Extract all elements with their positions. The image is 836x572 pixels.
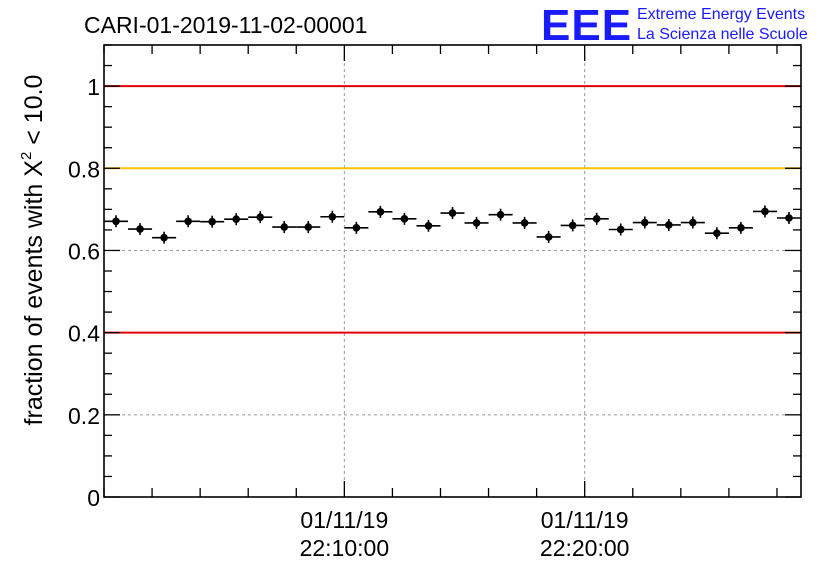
y-tick-label: 0 bbox=[87, 485, 100, 511]
y-axis-label-suffix: < 10.0 bbox=[20, 75, 48, 152]
data-point bbox=[200, 215, 225, 228]
data-point bbox=[272, 221, 297, 234]
reference-lines bbox=[104, 85, 801, 334]
data-point bbox=[608, 223, 633, 236]
data-point bbox=[344, 221, 369, 234]
y-tick-label: 0.6 bbox=[68, 238, 100, 264]
data-point bbox=[296, 221, 321, 234]
data-point-marker bbox=[472, 219, 481, 227]
y-tick-label: 0.2 bbox=[68, 403, 100, 429]
data-point bbox=[728, 221, 753, 234]
data-point bbox=[632, 216, 657, 229]
x-tick-label-time: 22:20:00 bbox=[540, 535, 630, 561]
data-point-marker bbox=[424, 222, 433, 230]
data-point-marker bbox=[352, 224, 361, 232]
data-point-marker bbox=[160, 233, 168, 242]
data-point bbox=[368, 205, 393, 218]
data-point-marker bbox=[640, 218, 649, 227]
y-axis-label-superscript: 2 bbox=[18, 152, 35, 160]
data-point-marker bbox=[761, 207, 769, 216]
eee-logo-line2: La Scienza nelle Scuole bbox=[637, 26, 808, 43]
y-axis-label: fraction of events with X2 < 10.0 bbox=[18, 75, 48, 426]
data-point bbox=[560, 219, 585, 232]
data-point-marker bbox=[328, 212, 337, 221]
data-point bbox=[152, 231, 177, 244]
data-point bbox=[464, 216, 489, 229]
x-tick-label-date: 01/11/19 bbox=[300, 507, 388, 533]
data-point bbox=[416, 219, 441, 232]
data-point-marker bbox=[496, 210, 505, 219]
eee-logo: EEE Extreme Energy Events La Scienza nel… bbox=[541, 1, 808, 50]
x-tick-label-time: 22:10:00 bbox=[300, 535, 390, 561]
plot-frame bbox=[103, 44, 802, 498]
data-point bbox=[104, 215, 129, 228]
tick-labels: 00.20.40.60.8101/11/1922:10:0001/11/1922… bbox=[68, 74, 629, 561]
y-axis-label-main: fraction of events with X bbox=[20, 160, 48, 426]
data-point-marker bbox=[616, 225, 625, 234]
data-point bbox=[176, 215, 201, 228]
data-point-marker bbox=[232, 215, 240, 224]
data-point-marker bbox=[112, 217, 120, 226]
data-point bbox=[704, 227, 729, 240]
data-point bbox=[776, 211, 801, 224]
y-tick-label: 0.8 bbox=[68, 156, 100, 182]
data-point bbox=[320, 210, 345, 223]
data-point bbox=[512, 216, 537, 229]
eee-logo-letters: EEE bbox=[541, 1, 632, 50]
data-point bbox=[752, 205, 777, 218]
data-point-marker bbox=[448, 209, 457, 217]
data-point bbox=[392, 212, 417, 225]
data-point-marker bbox=[737, 224, 745, 232]
x-tick-label-date: 01/11/19 bbox=[541, 507, 629, 533]
data-point-marker bbox=[280, 223, 289, 231]
data-point-marker bbox=[184, 217, 192, 226]
data-point-marker bbox=[665, 221, 673, 229]
data-point bbox=[248, 211, 273, 224]
data-point-marker bbox=[520, 219, 529, 227]
data-point bbox=[656, 218, 681, 231]
grid-lines bbox=[104, 45, 801, 497]
data-point bbox=[584, 212, 609, 225]
data-point bbox=[488, 208, 513, 221]
data-point-marker bbox=[592, 215, 601, 223]
data-point-marker bbox=[785, 214, 793, 222]
data-point-marker bbox=[256, 213, 265, 221]
y-tick-label: 1 bbox=[87, 74, 100, 100]
data-point bbox=[128, 223, 153, 236]
data-point bbox=[680, 216, 705, 229]
data-point-marker bbox=[400, 215, 409, 223]
data-point bbox=[440, 207, 465, 220]
data-point-marker bbox=[689, 218, 697, 227]
data-point-marker bbox=[544, 233, 553, 241]
y-tick-label: 0.4 bbox=[68, 321, 100, 347]
data-point-marker bbox=[136, 225, 144, 233]
data-point-marker bbox=[713, 229, 721, 237]
data-point bbox=[536, 230, 561, 243]
chart-title: CARI-01-2019-11-02-00001 bbox=[84, 12, 367, 38]
data-point-marker bbox=[304, 223, 313, 231]
eee-logo-line1: Extreme Energy Events bbox=[637, 6, 805, 23]
axes bbox=[103, 44, 802, 498]
data-point-marker bbox=[568, 221, 577, 230]
data-point bbox=[224, 213, 249, 226]
data-points bbox=[104, 205, 801, 244]
data-point-marker bbox=[376, 208, 385, 216]
data-point-marker bbox=[208, 217, 216, 226]
